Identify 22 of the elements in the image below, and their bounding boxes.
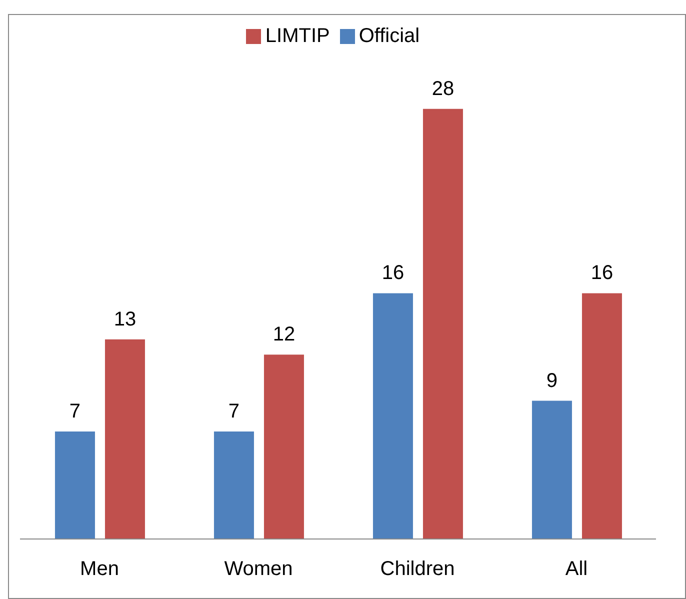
data-label: 28 (432, 78, 454, 100)
legend-label: Official (358, 25, 420, 47)
data-label: 16 (590, 262, 614, 284)
bar (582, 293, 622, 539)
bar (422, 108, 463, 539)
data-label: 13 (114, 308, 136, 330)
x-tick-label: All (565, 558, 588, 580)
bar (372, 293, 413, 539)
legend-label: LIMTIP (265, 25, 330, 47)
data-label: 16 (382, 262, 404, 284)
bar (54, 431, 95, 539)
bar (104, 339, 145, 539)
data-label: 12 (272, 324, 296, 346)
bar (264, 354, 304, 539)
x-tick-label: Men (80, 558, 119, 580)
bar (532, 400, 572, 539)
data-label: 7 (69, 400, 81, 422)
data-label: 9 (546, 370, 558, 392)
x-tick-label: Children (380, 558, 455, 580)
bar (214, 431, 254, 539)
x-tick-label: Women (224, 558, 293, 580)
data-label: 7 (228, 400, 240, 422)
